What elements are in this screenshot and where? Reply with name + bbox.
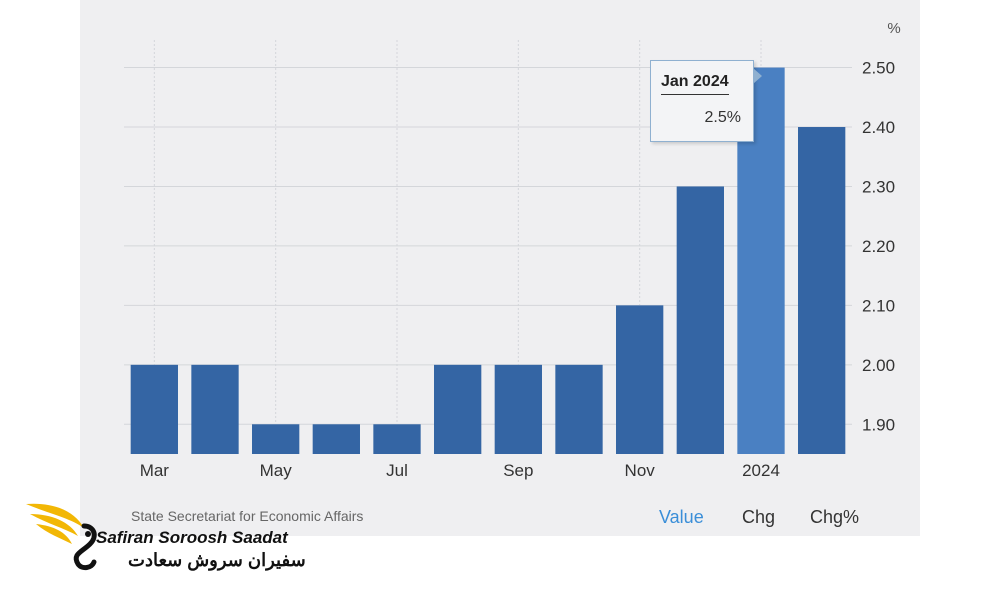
bar-mar [130,364,178,454]
bar-jul [373,424,421,454]
bar-feb [798,127,846,454]
bar-may [252,424,300,454]
x-tick-label: May [260,461,293,480]
y-tick-label: 2.20 [862,237,895,256]
tab-chg-percent[interactable]: Chg% [810,507,860,527]
tab-chg[interactable]: Chg [742,507,776,527]
y-tick-labels: 1.90 2.00 2.10 2.20 2.30 2.40 2.50 [862,59,895,435]
bars [130,67,846,454]
y-tick-label: 2.00 [862,356,895,375]
tooltip: Jan 2024 2.5% [650,60,754,142]
y-unit-label: % [887,20,900,37]
company-logo: Safiran Soroosh Saadat سفیران سروش سعادت [22,496,306,586]
y-tick-label: 2.30 [862,177,895,196]
bar-aug [434,364,482,454]
source-label: State Secretariat for Economic Affairs [131,508,364,524]
y-tick-label: 2.10 [862,296,895,315]
bar-nov [616,305,664,454]
x-tick-label: Sep [503,461,533,480]
tab-value[interactable]: Value [659,507,704,527]
x-tick-label: 2024 [742,461,780,480]
bar-apr [191,364,239,454]
bar-dec [676,186,724,454]
x-tick-labels: Mar May Jul Sep Nov 2024 [140,461,780,480]
y-tick-label: 2.40 [862,118,895,137]
bar-jun [312,424,360,454]
x-tick-label: Jul [386,461,408,480]
tooltip-title: Jan 2024 [661,73,729,95]
y-tick-label: 2.50 [862,59,895,78]
logo-name-english: Safiran Soroosh Saadat [96,528,288,547]
x-tick-label: Mar [140,461,170,480]
tooltip-arrow [753,68,762,84]
tooltip-value: 2.5% [704,109,741,126]
bar-oct [555,364,603,454]
x-tick-label: Nov [625,461,656,480]
y-tick-label: 1.90 [862,415,895,434]
bar-sep [494,364,542,454]
logo-name-persian: سفیران سروش سعادت [128,550,306,570]
wing-logo-icon [26,503,97,571]
